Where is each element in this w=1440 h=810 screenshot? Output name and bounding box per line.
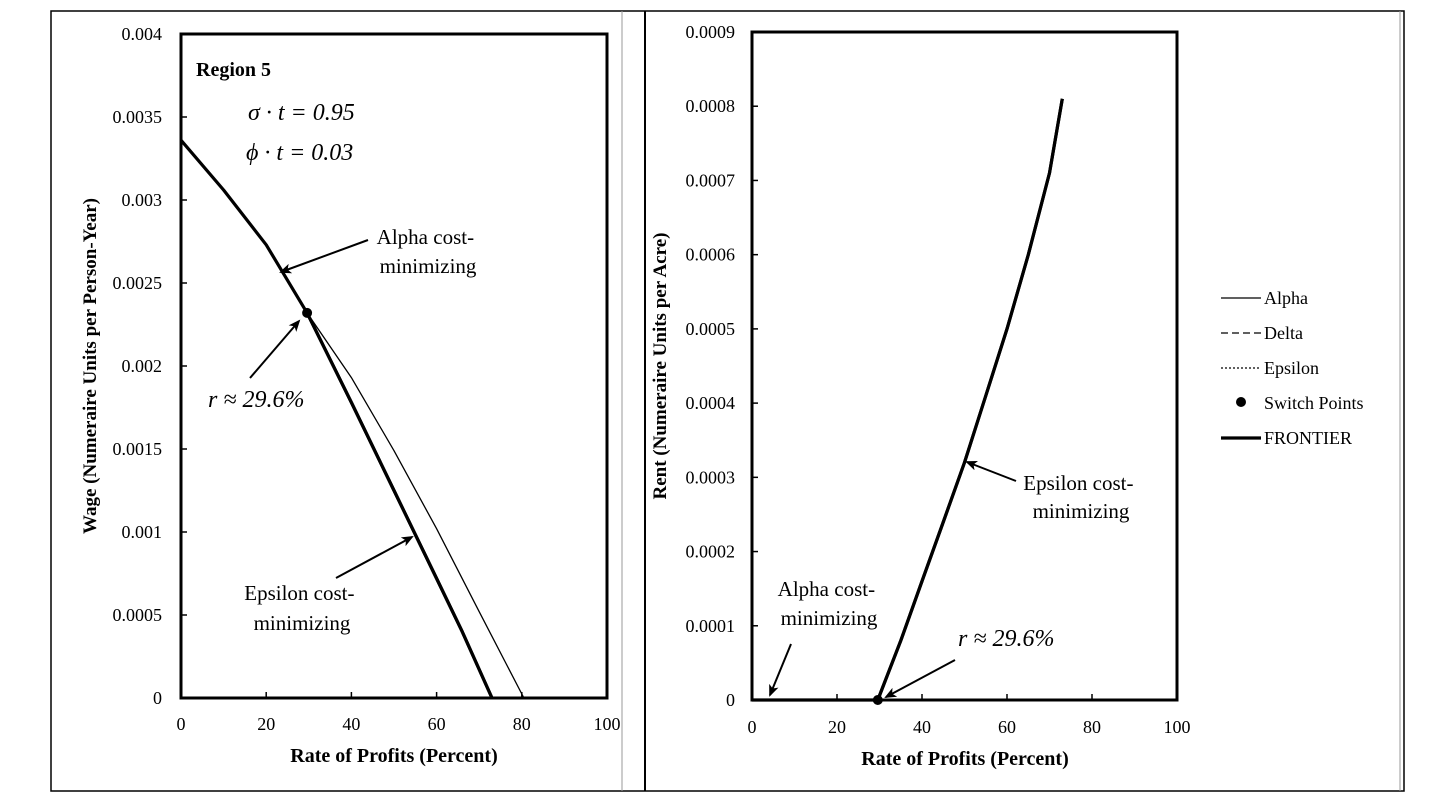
legend-alpha-label: Alpha: [1264, 288, 1308, 308]
phi-t-label: ϕ · t = 0.03: [246, 140, 353, 166]
alpha-annotation-line2: minimizing: [380, 254, 477, 278]
switch-point-label: r ≈ 29.6%: [208, 387, 305, 413]
rent-y-ticks: 0 0.0001 0.0002 0.0003 0.0004 0.0005 0.0006 0.0…: [686, 22, 758, 710]
rent-switch-point-label: r ≈ 29.6%: [958, 626, 1055, 652]
rent-x-tick-label: 20: [828, 717, 846, 737]
rent-alpha-annotation-line1: Alpha cost-: [778, 577, 875, 601]
wage-x-tick-label: 20: [257, 714, 275, 734]
wage-x-ticks: 0 20 40 60 80 100: [177, 692, 621, 734]
rent-alpha-annotation-arrow: [769, 643, 792, 697]
rent-y-tick-label: 0.0003: [686, 467, 736, 487]
switch-point-annotation: r ≈ 29.6%: [208, 319, 305, 413]
wage-series: [179, 139, 525, 699]
wage-y-tick-label: 0.0035: [113, 107, 163, 127]
rent-x-tick-label: 80: [1083, 717, 1101, 737]
legend-frontier-label: FRONTIER: [1264, 428, 1352, 448]
rent-epsilon-cost-minimizing-annotation: Epsilon cost- minimizing: [965, 460, 1139, 523]
switch-point-arrow: [249, 319, 301, 379]
region-label: Region 5: [196, 59, 271, 81]
wage-x-tick-label: 80: [513, 714, 531, 734]
legend-switch-points-marker: [1236, 397, 1246, 407]
rent-y-tick-label: 0.0006: [686, 245, 736, 265]
rent-y-tick-label: 0.0001: [686, 616, 736, 636]
rent-switch-point-annotation: r ≈ 29.6%: [884, 626, 1055, 698]
wage-x-tick-label: 0: [177, 714, 186, 734]
outer-frame: [50, 10, 1405, 792]
rent-switch-point-marker: [872, 695, 883, 705]
wage-x-axis-label: Rate of Profits (Percent): [290, 745, 498, 767]
wage-y-tick-label: 0.002: [122, 356, 163, 376]
rent-series-frontier-line: [752, 98, 1064, 702]
wage-y-tick-label: 0.004: [122, 24, 163, 44]
sigma-t-label: σ · t = 0.95: [248, 100, 355, 126]
rent-switch-point-arrow: [884, 659, 956, 698]
epsilon-cost-minimizing-annotation: Epsilon cost- minimizing: [244, 536, 414, 635]
epsilon-annotation-line2: minimizing: [254, 611, 351, 635]
rent-x-tick-label: 0: [748, 717, 757, 737]
wage-switch-point-marker: [302, 307, 313, 318]
wage-y-tick-label: 0.0015: [113, 439, 163, 459]
wage-switch-points: [302, 307, 313, 318]
rent-switch-points: [872, 695, 883, 705]
wage-y-tick-label: 0.001: [122, 522, 163, 542]
wage-series-frontier-line: [179, 139, 494, 699]
wage-series-alpha-line: [180, 139, 525, 699]
rent-y-tick-label: 0.0007: [686, 170, 736, 190]
rent-epsilon-annotation-line1: Epsilon cost-: [1023, 471, 1133, 495]
wage-x-tick-label: 60: [428, 714, 446, 734]
legend: Alpha Delta Epsilon Switch Points FRONTIER: [1221, 288, 1364, 448]
rent-alpha-cost-minimizing-annotation: Alpha cost- minimizing: [769, 577, 881, 697]
rent-y-tick-label: 0: [726, 690, 735, 710]
epsilon-annotation-arrow: [335, 536, 414, 579]
legend-delta-label: Delta: [1264, 323, 1303, 343]
wage-y-ticks: 0 0.0005 0.001 0.0015 0.002 0.0025 0.003 0.0035…: [113, 24, 187, 708]
rent-y-tick-label: 0.0005: [686, 319, 736, 339]
svg-text:Alpha cost- minimizing: Alpha cost- minimizing: [778, 577, 881, 630]
alpha-annotation-arrow: [279, 239, 369, 274]
rent-series: [752, 98, 1064, 702]
wage-y-tick-label: 0.003: [122, 190, 163, 210]
alpha-cost-minimizing-annotation: Alpha cost- minimizing: [279, 225, 480, 278]
rent-x-axis-label: Rate of Profits (Percent): [861, 748, 1069, 770]
rent-x-tick-label: 60: [998, 717, 1016, 737]
rent-x-ticks: 0 20 40 60 80 100: [748, 694, 1191, 737]
rent-alpha-annotation-line2: minimizing: [781, 606, 878, 630]
svg-text:Epsilon cost- minimizi: Epsilon cost- minimizing: [244, 581, 360, 635]
rent-x-tick-label: 100: [1164, 717, 1191, 737]
svg-text:Epsilon cost- minimizi: Epsilon cost- minimizing: [1023, 471, 1139, 523]
svg-text:Alpha cost- minimizing: Alpha cost- minimizing: [377, 225, 480, 278]
wage-y-axis-label: Wage (Numeraire Units per Person-Year): [80, 198, 101, 534]
wage-y-tick-label: 0.0025: [113, 273, 163, 293]
wage-x-tick-label: 40: [342, 714, 360, 734]
rent-epsilon-annotation-arrow: [965, 460, 1017, 482]
rent-chart-panel: 0 0.0001 0.0002 0.0003 0.0004 0.0005 0.0006 0.0…: [650, 22, 1191, 770]
rent-y-tick-label: 0.0002: [686, 542, 736, 562]
wage-x-tick-label: 100: [594, 714, 621, 734]
wage-y-tick-label: 0: [153, 688, 162, 708]
epsilon-annotation-line1: Epsilon cost-: [244, 581, 354, 605]
rent-y-tick-label: 0.0004: [686, 393, 736, 413]
rent-y-tick-label: 0.0009: [686, 22, 736, 42]
rent-epsilon-annotation-line2: minimizing: [1033, 499, 1130, 523]
rent-series-epsilon-line: [876, 98, 1064, 701]
rent-y-axis-label: Rent (Numeraire Units per Acre): [650, 233, 671, 500]
legend-switch-points-label: Switch Points: [1264, 393, 1364, 413]
alpha-annotation-line1: Alpha cost-: [377, 225, 474, 249]
wage-chart-panel: 0 0.0005 0.001 0.0015 0.002 0.0025 0.003 0.0035…: [80, 24, 621, 767]
rent-y-tick-label: 0.0008: [686, 96, 736, 116]
wage-y-tick-label: 0.0005: [113, 605, 163, 625]
legend-epsilon-label: Epsilon: [1264, 358, 1319, 378]
rent-plot-frame: [750, 30, 1179, 702]
rent-x-tick-label: 40: [913, 717, 931, 737]
